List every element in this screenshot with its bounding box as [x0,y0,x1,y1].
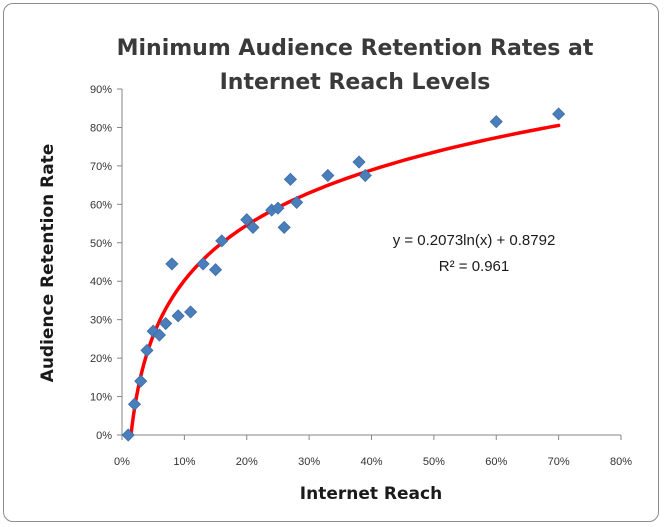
y-tick-label: 70% [90,161,112,173]
y-tick-label: 90% [90,84,112,96]
data-point [489,115,503,129]
y-tick-label: 10% [90,392,112,404]
data-point [159,316,173,331]
data-point [127,397,142,411]
data-point [121,428,135,442]
x-tick-label: 30% [298,456,320,468]
y-tick-label: 30% [90,315,112,327]
data-point [271,201,285,215]
x-ticks: 0% 10% 20% 30% 40% 50% 60% 70% 80% [114,435,632,468]
data-point [184,305,198,319]
y-tick-label: 20% [90,353,112,365]
data-point [358,168,372,183]
x-tick-label: 50% [423,456,445,468]
y-tick-label: 0% [96,430,112,442]
data-point [196,257,210,271]
data-point [215,234,229,248]
y-tick-label: 80% [90,122,112,134]
axes [121,89,621,436]
data-point [352,155,366,169]
data-point [240,213,254,227]
y-tick-label: 40% [90,276,112,288]
data-point [321,168,335,183]
trend-equation: y = 0.2073ln(x) + 0.8792 [393,232,556,249]
data-point [552,107,566,121]
data-point [246,220,260,234]
x-tick-label: 60% [485,456,507,468]
y-tick-label: 50% [90,238,112,250]
y-tick-label: 60% [90,199,112,211]
x-tick-label: 20% [236,456,258,468]
y-ticks: 0% 10% 20% 30% 40% 50% 60% 70% 80% 90% [90,84,122,442]
chart-title-line-2: Internet Reach Levels [220,70,491,95]
data-point [171,309,185,323]
data-point [134,374,148,388]
data-points [121,107,566,442]
x-axis-title: Internet Reach [300,484,442,504]
x-tick-label: 40% [360,456,382,468]
data-point [140,343,154,357]
data-point [152,328,166,342]
x-tick-label: 0% [114,456,130,468]
data-point [290,195,304,209]
data-point [283,172,297,186]
x-tick-label: 70% [548,456,570,468]
data-point [165,257,179,271]
trendline [127,123,561,437]
chart-title-line-1: Minimum Audience Retention Rates at [117,36,594,61]
data-point [277,220,291,234]
x-tick-label: 80% [610,456,632,468]
x-tick-label: 10% [173,456,195,468]
r-squared: R² = 0.961 [439,258,509,275]
y-axis-title: Audience Retention Rate [38,144,58,383]
data-point [208,263,223,277]
